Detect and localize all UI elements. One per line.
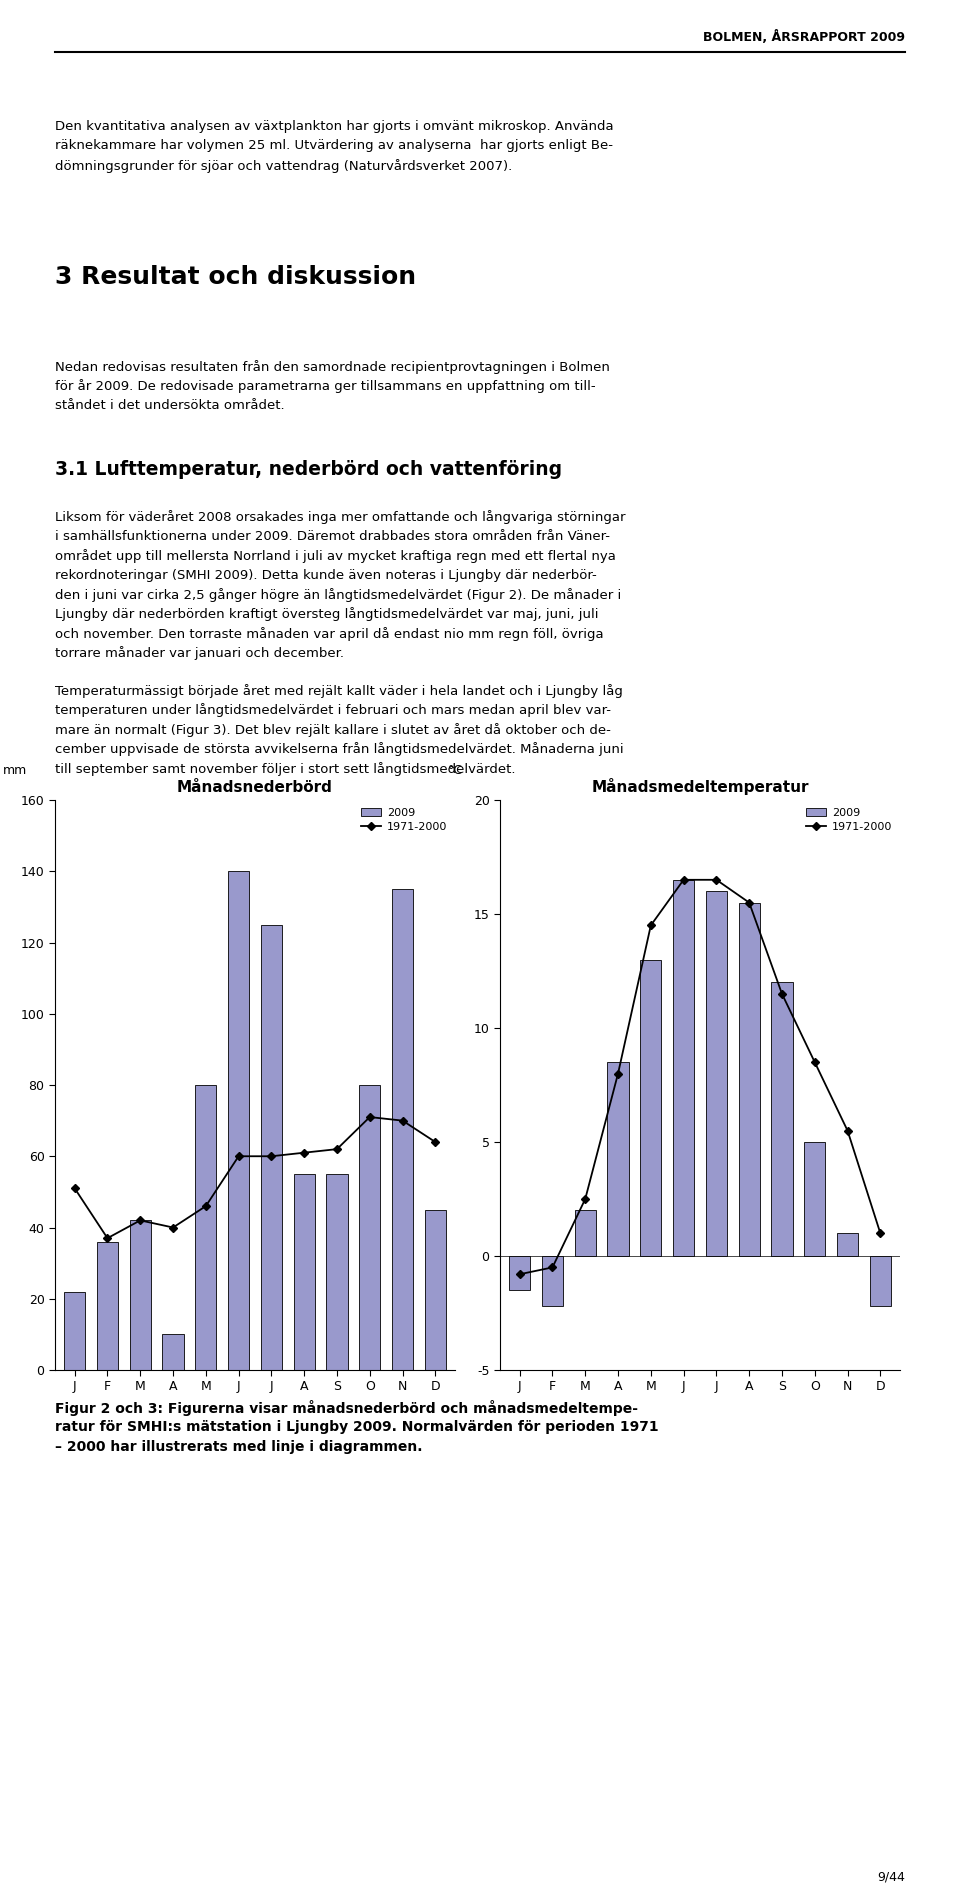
Bar: [837, 1234, 858, 1257]
Bar: [640, 960, 661, 1257]
Bar: [541, 1257, 564, 1306]
Text: cember uppvisade de största avvikelserna från långtidsmedelvärdet. Månaderna jun: cember uppvisade de största avvikelserna…: [55, 743, 624, 757]
Text: Temperaturmässigt började året med rejält kallt väder i hela landet och i Ljungb: Temperaturmässigt började året med rejäl…: [55, 684, 623, 698]
Text: Nedan redovisas resultaten från den samordnade recipientprovtagningen i Bolmen: Nedan redovisas resultaten från den samo…: [55, 359, 610, 374]
Bar: [673, 880, 694, 1257]
Bar: [64, 1291, 85, 1371]
Text: 3.1 Lufttemperatur, nederbörd och vattenföring: 3.1 Lufttemperatur, nederbörd och vatten…: [55, 460, 562, 479]
Title: Månadsnederbörd: Månadsnederbörd: [177, 779, 333, 795]
Text: °C: °C: [448, 764, 463, 778]
Text: temperaturen under långtidsmedelvärdet i februari och mars medan april blev var-: temperaturen under långtidsmedelvärdet i…: [55, 703, 611, 717]
Text: till september samt november följer i stort sett långtidsmedelvärdet.: till september samt november följer i st…: [55, 762, 516, 776]
Text: mare än normalt (Figur 3). Det blev rejält kallare i slutet av året då oktober o: mare än normalt (Figur 3). Det blev rejä…: [55, 722, 611, 738]
Text: dömningsgrunder för sjöar och vattendrag (Naturvårdsverket 2007).: dömningsgrunder för sjöar och vattendrag…: [55, 160, 513, 173]
Text: den i juni var cirka 2,5 gånger högre än långtidsmedelvärdet (Figur 2). De månad: den i juni var cirka 2,5 gånger högre än…: [55, 587, 621, 603]
Title: Månadsmedeltemperatur: Månadsmedeltemperatur: [591, 778, 808, 795]
Text: området upp till mellersta Norrland i juli av mycket kraftiga regn med ett flert: området upp till mellersta Norrland i ju…: [55, 549, 616, 563]
Bar: [294, 1175, 315, 1371]
Bar: [706, 892, 727, 1257]
Bar: [771, 983, 793, 1257]
Bar: [608, 1063, 629, 1257]
Text: 3 Resultat och diskussion: 3 Resultat och diskussion: [55, 264, 416, 289]
Text: BOLMEN, ÅRSRAPPORT 2009: BOLMEN, ÅRSRAPPORT 2009: [704, 30, 905, 44]
Bar: [424, 1209, 446, 1371]
Text: Liksom för väderåret 2008 orsakades inga mer omfattande och långvariga störninga: Liksom för väderåret 2008 orsakades inga…: [55, 509, 626, 525]
Bar: [162, 1335, 183, 1371]
Bar: [359, 1085, 380, 1371]
Legend: 2009, 1971-2000: 2009, 1971-2000: [804, 806, 895, 835]
Bar: [228, 871, 250, 1371]
Bar: [804, 1143, 826, 1257]
Bar: [509, 1257, 530, 1291]
Bar: [195, 1085, 216, 1371]
Legend: 2009, 1971-2000: 2009, 1971-2000: [359, 806, 449, 835]
Text: Figur 2 och 3: Figurerna visar månadsnederbörd och månadsmedeltempe-: Figur 2 och 3: Figurerna visar månadsned…: [55, 1399, 638, 1416]
Bar: [575, 1211, 596, 1257]
Text: 9/44: 9/44: [877, 1871, 905, 1884]
Bar: [870, 1257, 891, 1306]
Text: för år 2009. De redovisade parametrarna ger tillsammans en uppfattning om till-: för år 2009. De redovisade parametrarna …: [55, 380, 595, 394]
Text: ståndet i det undersökta området.: ståndet i det undersökta området.: [55, 399, 284, 413]
Text: – 2000 har illustrerats med linje i diagrammen.: – 2000 har illustrerats med linje i diag…: [55, 1439, 422, 1454]
Bar: [326, 1175, 348, 1371]
Bar: [130, 1220, 151, 1371]
Text: mm: mm: [3, 764, 27, 778]
Text: rekordnoteringar (SMHI 2009). Detta kunde även noteras i Ljungby där nederbör-: rekordnoteringar (SMHI 2009). Detta kund…: [55, 568, 597, 582]
Text: torrare månader var januari och december.: torrare månader var januari och december…: [55, 646, 344, 660]
Bar: [261, 924, 282, 1371]
Text: Ljungby där nederbörden kraftigt översteg långtidsmedelvärdet var maj, juni, jul: Ljungby där nederbörden kraftigt överste…: [55, 608, 598, 622]
Text: och november. Den torraste månaden var april då endast nio mm regn föll, övriga: och november. Den torraste månaden var a…: [55, 627, 604, 641]
Bar: [738, 903, 759, 1257]
Text: ratur för SMHI:s mätstation i Ljungby 2009. Normalvärden för perioden 1971: ratur för SMHI:s mätstation i Ljungby 20…: [55, 1420, 659, 1433]
Text: i samhällsfunktionerna under 2009. Däremot drabbades stora områden från Väner-: i samhällsfunktionerna under 2009. Därem…: [55, 530, 610, 542]
Bar: [392, 890, 413, 1371]
Text: räknekammare har volymen 25 ml. Utvärdering av analyserna  har gjorts enligt Be-: räknekammare har volymen 25 ml. Utvärder…: [55, 139, 613, 152]
Bar: [97, 1241, 118, 1371]
Text: Den kvantitativa analysen av växtplankton har gjorts i omvänt mikroskop. Använda: Den kvantitativa analysen av växtplankto…: [55, 120, 613, 133]
